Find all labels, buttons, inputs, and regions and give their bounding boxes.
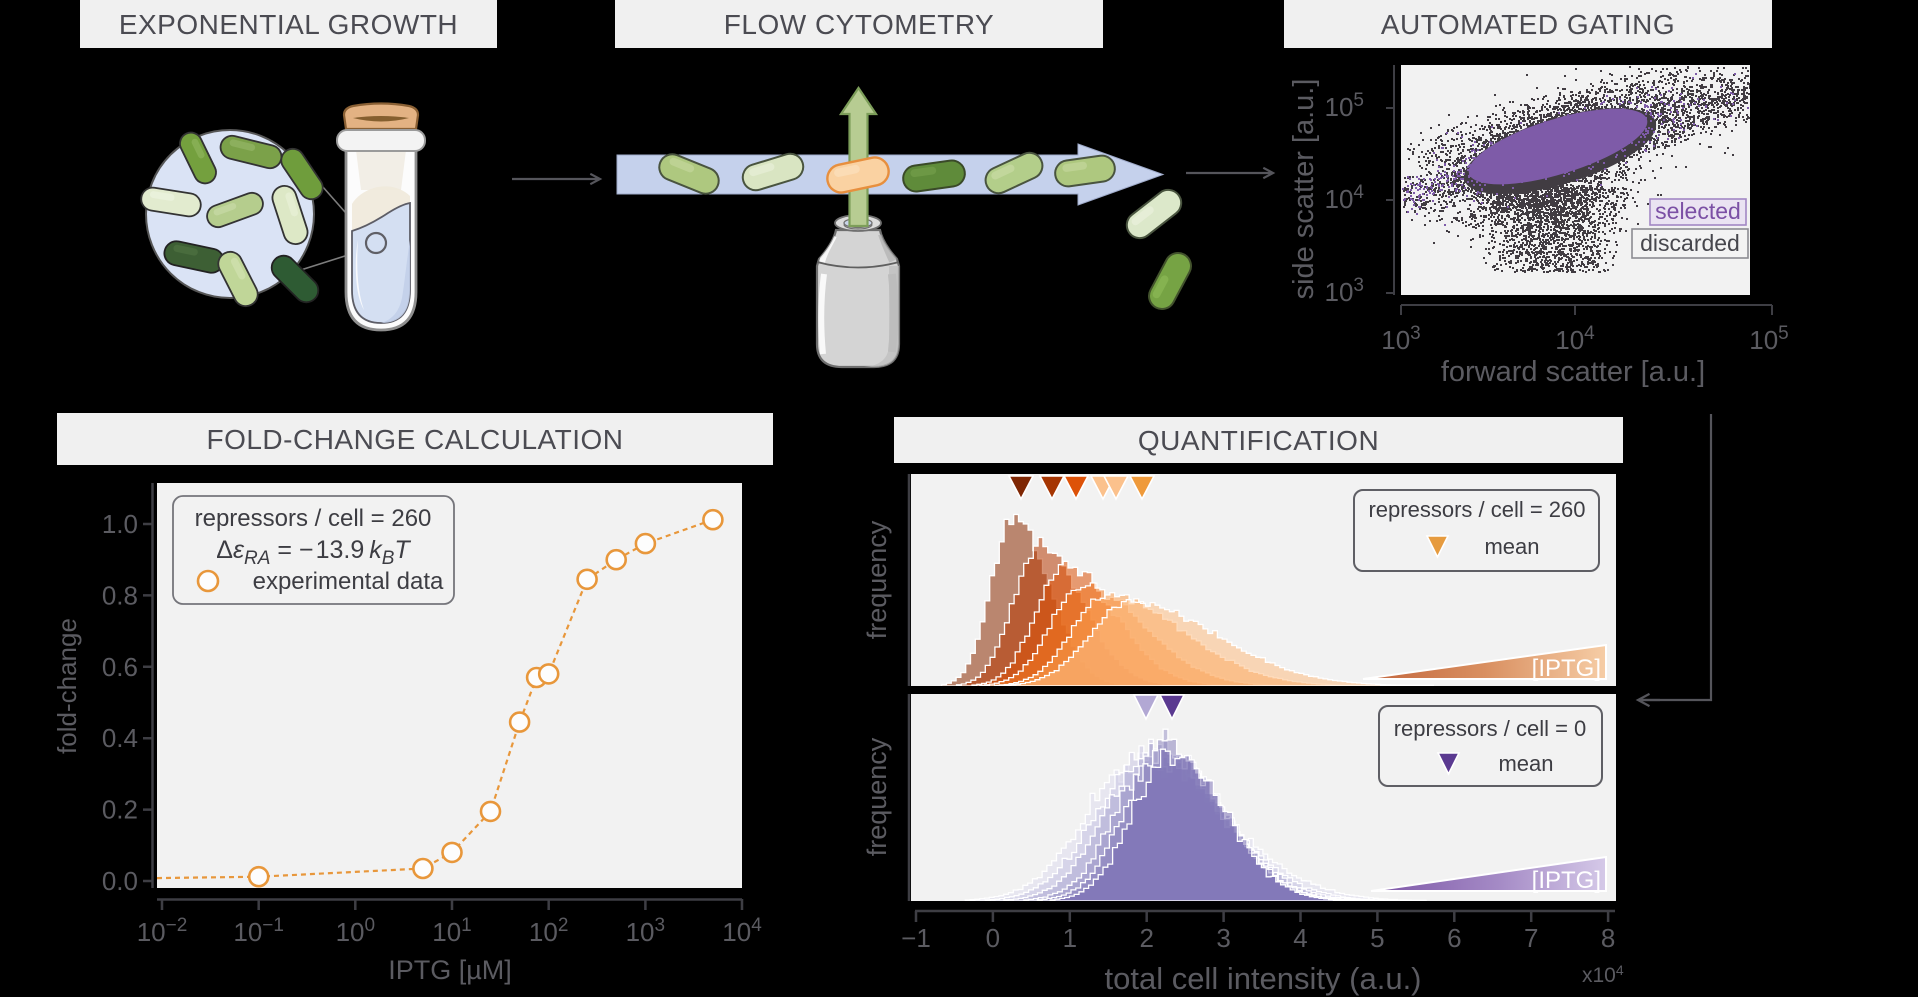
svg-text:101: 101 — [432, 915, 472, 947]
svg-text:103: 103 — [1325, 275, 1365, 307]
svg-text:frequency: frequency — [862, 520, 892, 639]
svg-text:104: 104 — [1555, 323, 1595, 355]
svg-text:forward scatter [a.u.]: forward scatter [a.u.] — [1441, 356, 1705, 388]
svg-text:0.0: 0.0 — [102, 866, 138, 896]
svg-text:103: 103 — [626, 915, 666, 947]
svg-text:5: 5 — [1370, 923, 1384, 953]
svg-text:1: 1 — [1063, 923, 1077, 953]
svg-text:repressors / cell = 0: repressors / cell = 0 — [1394, 716, 1587, 741]
svg-text:8: 8 — [1601, 923, 1615, 953]
svg-text:10−1: 10−1 — [233, 915, 284, 947]
svg-text:7: 7 — [1524, 923, 1538, 953]
svg-text:repressors / cell = 260: repressors / cell = 260 — [195, 505, 432, 532]
svg-text:0.4: 0.4 — [102, 723, 138, 753]
svg-text:FOLD-CHANGE CALCULATION: FOLD-CHANGE CALCULATION — [206, 424, 623, 455]
svg-text:FLOW CYTOMETRY: FLOW CYTOMETRY — [724, 9, 994, 40]
svg-text:100: 100 — [336, 915, 376, 947]
svg-text:ΔεRA = − 13.9 kBT: ΔεRA = − 13.9 kBT — [216, 536, 411, 569]
svg-text:QUANTIFICATION: QUANTIFICATION — [1138, 425, 1379, 456]
svg-text:−1: −1 — [901, 923, 931, 953]
svg-text:[IPTG]: [IPTG] — [1532, 655, 1601, 682]
svg-text:2: 2 — [1139, 923, 1153, 953]
svg-text:fold-change: fold-change — [52, 618, 82, 754]
svg-text:102: 102 — [529, 915, 569, 947]
svg-text:6: 6 — [1447, 923, 1461, 953]
svg-text:103: 103 — [1381, 323, 1421, 355]
svg-text:4: 4 — [1293, 923, 1307, 953]
svg-text:mean: mean — [1484, 534, 1539, 559]
svg-text:mean: mean — [1498, 751, 1553, 776]
svg-text:10−2: 10−2 — [137, 915, 188, 947]
svg-text:discarded: discarded — [1640, 230, 1740, 256]
svg-text:104: 104 — [1325, 182, 1365, 214]
svg-text:x104: x104 — [1582, 962, 1624, 987]
svg-text:repressors / cell = 260: repressors / cell = 260 — [1368, 497, 1585, 522]
svg-text:104: 104 — [722, 915, 762, 947]
svg-text:EXPONENTIAL GROWTH: EXPONENTIAL GROWTH — [119, 9, 458, 40]
svg-text:3: 3 — [1216, 923, 1230, 953]
svg-text:0.6: 0.6 — [102, 652, 138, 682]
svg-text:AUTOMATED GATING: AUTOMATED GATING — [1381, 9, 1675, 40]
svg-text:1.0: 1.0 — [102, 509, 138, 539]
svg-text:selected: selected — [1655, 198, 1741, 224]
svg-text:IPTG [µM]: IPTG [µM] — [388, 955, 512, 985]
svg-text:105: 105 — [1325, 90, 1365, 122]
svg-text:total cell intensity (a.u.): total cell intensity (a.u.) — [1104, 961, 1421, 996]
svg-text:0: 0 — [986, 923, 1000, 953]
svg-text:experimental data: experimental data — [253, 568, 444, 595]
svg-text:0.8: 0.8 — [102, 580, 138, 610]
svg-text:side scatter [a.u.]: side scatter [a.u.] — [1288, 79, 1320, 300]
svg-text:[IPTG]: [IPTG] — [1532, 867, 1601, 894]
svg-text:frequency: frequency — [862, 737, 892, 856]
svg-text:105: 105 — [1749, 323, 1789, 355]
svg-text:0.2: 0.2 — [102, 795, 138, 825]
